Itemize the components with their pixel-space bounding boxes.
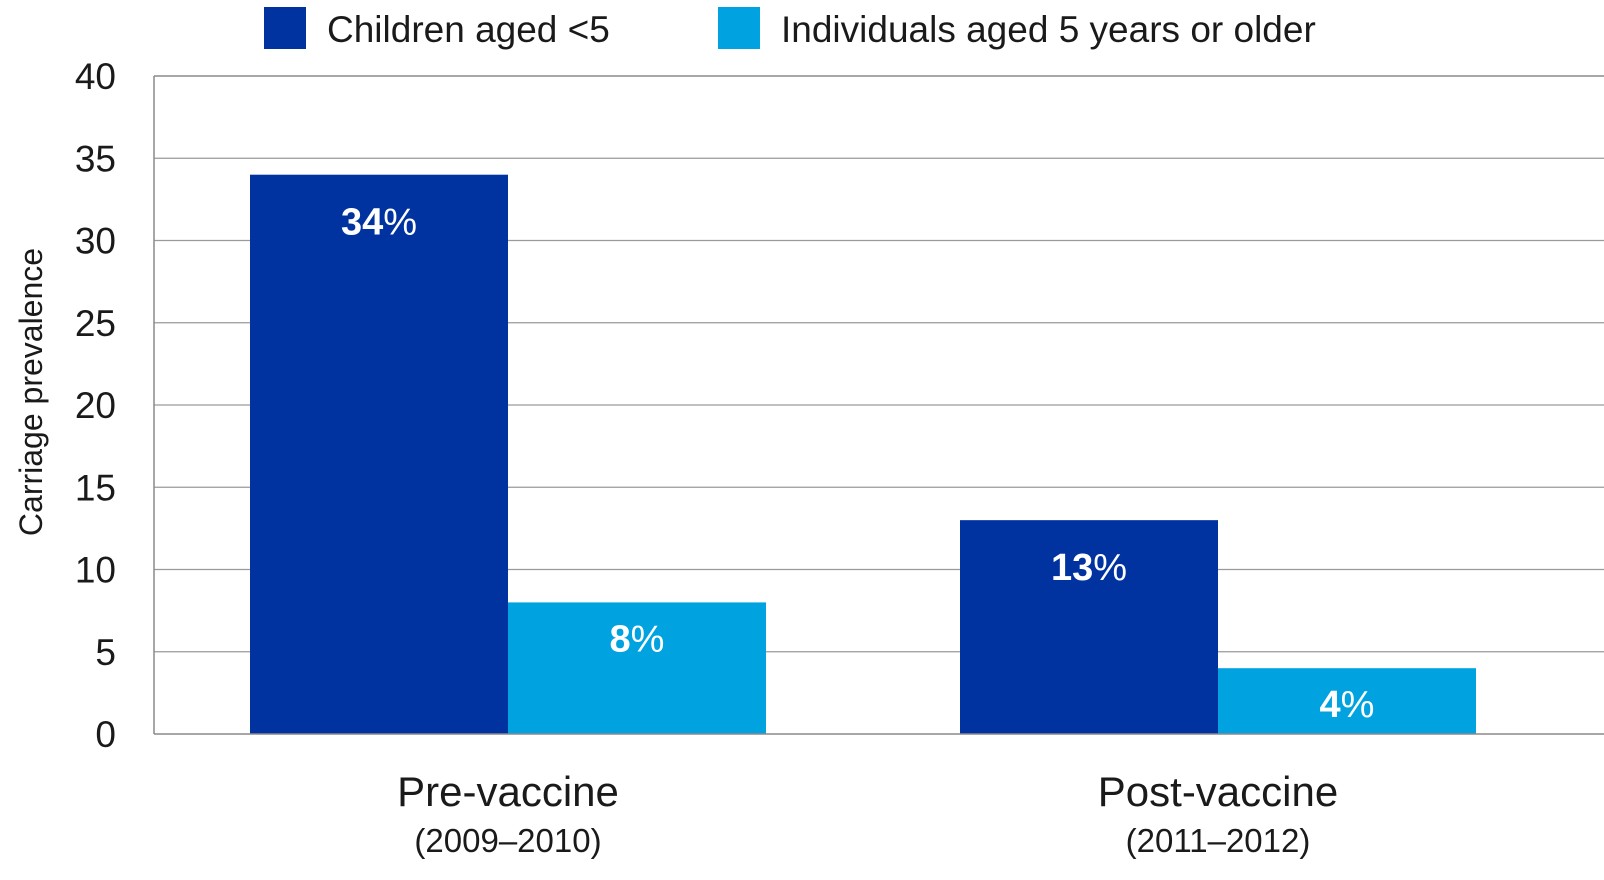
legend: Children aged <5 Individuals aged 5 years…	[264, 7, 1316, 50]
y-tick-label: 15	[75, 467, 116, 508]
data-label: 13%	[1051, 547, 1127, 589]
legend-label: Children aged <5	[327, 9, 610, 50]
y-tick-label: 10	[75, 550, 116, 591]
data-label-number: 13	[1051, 547, 1093, 589]
y-axis-ticks: 0 5 10 15 20 25 30 35 40	[75, 56, 116, 755]
y-tick-label: 5	[95, 632, 116, 673]
x-category-label: Pre-vaccine	[397, 768, 619, 815]
legend-swatch	[264, 7, 306, 49]
data-label-number: 34	[341, 202, 383, 244]
data-label: 8%	[610, 618, 665, 660]
data-label-unit: %	[631, 618, 665, 660]
y-tick-label: 20	[75, 385, 116, 426]
data-label-number: 4	[1320, 684, 1341, 726]
y-tick-label: 25	[75, 303, 116, 344]
data-label-number: 8	[610, 618, 631, 660]
bar-under-5	[250, 174, 508, 734]
legend-label: Individuals aged 5 years or older	[781, 9, 1316, 50]
bar-under-5	[960, 520, 1218, 734]
y-tick-label: 0	[95, 714, 116, 755]
x-axis-categories: Pre-vaccine (2009–2010) Post-vaccine (2011–…	[397, 768, 1338, 859]
y-tick-label: 40	[75, 56, 116, 97]
data-label: 4%	[1320, 684, 1375, 726]
data-label-unit: %	[383, 202, 417, 244]
legend-swatch	[718, 7, 760, 49]
x-category-sublabel: (2011–2012)	[1126, 822, 1311, 859]
y-tick-label: 35	[75, 138, 116, 179]
x-category-sublabel: (2009–2010)	[414, 822, 601, 859]
bars: 34%8%13%4%	[250, 174, 1476, 734]
bar-5-and-older	[508, 602, 766, 734]
bar-5-and-older	[1218, 668, 1476, 734]
y-axis-label: Carriage prevalence	[13, 248, 49, 536]
y-tick-label: 30	[75, 221, 116, 262]
x-category-label: Post-vaccine	[1098, 768, 1338, 815]
data-label: 34%	[341, 202, 417, 244]
plot-frame	[153, 75, 1604, 735]
data-label-unit: %	[1093, 547, 1127, 589]
data-label-unit: %	[1341, 684, 1375, 726]
